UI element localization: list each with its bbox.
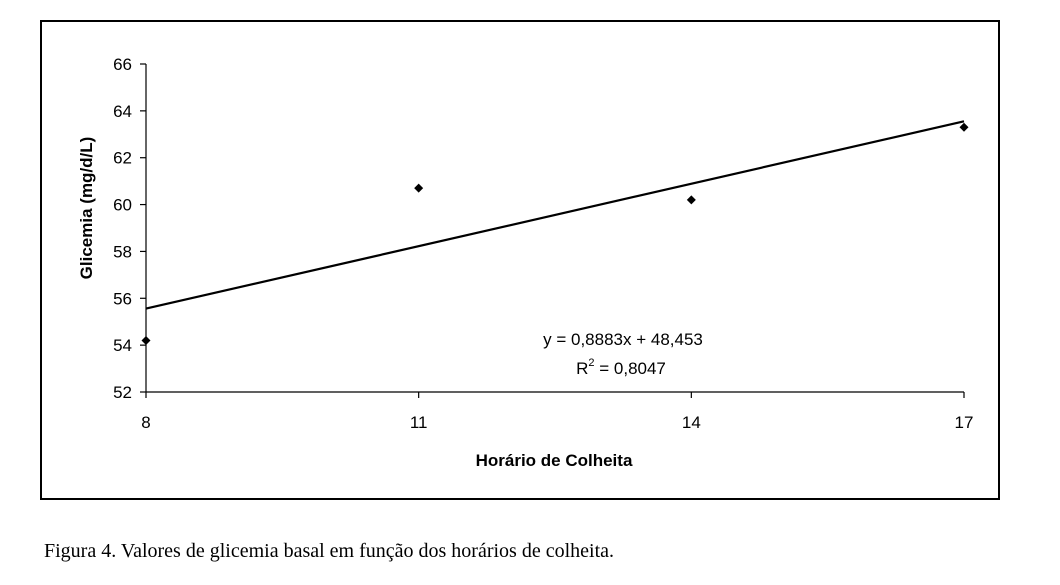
y-axis-title: Glicemia (mg/d/L) <box>77 137 96 280</box>
r-squared-exponent: 2 <box>588 357 594 369</box>
y-tick-label: 54 <box>113 336 132 355</box>
trendline-equation: y = 0,8883x + 48,453 <box>543 330 703 349</box>
x-tick-label: 17 <box>955 413 974 432</box>
data-point <box>141 335 151 345</box>
x-axis-title: Horário de Colheita <box>476 451 633 470</box>
y-axis: 52 54 56 58 60 62 64 66 <box>113 55 147 402</box>
x-tick-label: 11 <box>410 413 428 432</box>
r-squared-prefix: R <box>576 359 588 378</box>
data-point <box>959 122 969 132</box>
x-axis: 8 11 14 17 <box>141 391 974 432</box>
y-tick-label: 62 <box>113 149 132 168</box>
data-points <box>141 122 969 345</box>
y-tick-label: 64 <box>113 102 132 121</box>
r-squared-value: = 0,8047 <box>595 359 666 378</box>
y-tick-label: 66 <box>113 55 132 74</box>
chart-frame: 52 54 56 58 60 62 64 66 8 11 14 17 Glicemia (mg/d/… <box>40 20 1000 500</box>
x-tick-label: 8 <box>141 413 150 432</box>
data-point <box>414 183 424 193</box>
scatter-chart: 52 54 56 58 60 62 64 66 8 11 14 17 Glicemia (mg/d/… <box>77 55 974 470</box>
figure-caption: Figura 4. Valores de glicemia basal em f… <box>44 540 615 562</box>
y-tick-label: 58 <box>113 242 132 261</box>
r-squared-label: R2 = 0,8047 <box>576 357 666 378</box>
y-tick-label: 60 <box>113 196 132 215</box>
data-point <box>686 195 696 205</box>
trendline <box>145 120 965 310</box>
trendline-group <box>145 120 965 310</box>
y-tick-label: 56 <box>113 289 132 308</box>
y-tick-label: 52 <box>113 383 132 402</box>
x-tick-label: 14 <box>682 413 701 432</box>
